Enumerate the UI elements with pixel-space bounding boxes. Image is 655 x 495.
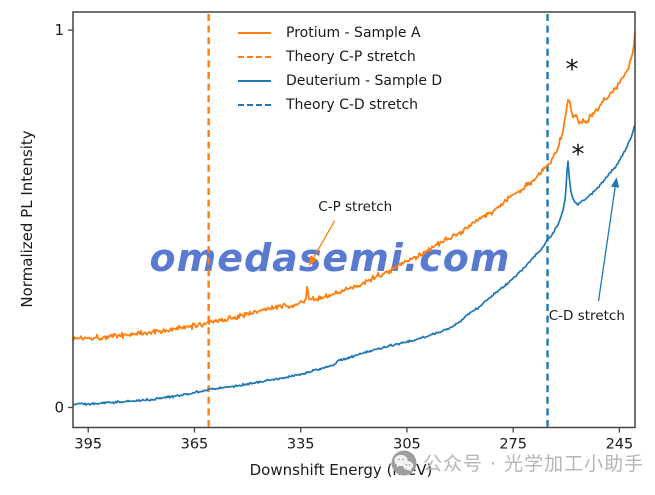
annotation-arrow-line — [313, 220, 336, 258]
legend-item-theory-cd: Theory C-D stretch — [238, 93, 442, 117]
spectrum-curve — [72, 124, 636, 406]
deuterium-line-swatch — [238, 80, 271, 82]
annotation-arrow-head — [308, 255, 318, 266]
theory-cd-line-swatch — [238, 104, 271, 106]
wechat-watermark: 公众号 · 光学加工小助手 — [391, 449, 644, 476]
legend-item-theory-cp: Theory C-P stretch — [238, 45, 442, 69]
legend-label: Theory C-P stretch — [286, 49, 416, 65]
annotation-arrow-line — [597, 187, 616, 302]
plot-frame — [72, 11, 636, 429]
legend: Protium - Sample A Theory C-P stretch De… — [238, 21, 442, 117]
legend-label: Deuterium - Sample D — [286, 73, 443, 89]
legend-item-deuterium: Deuterium - Sample D — [238, 69, 442, 93]
annotation-cd-stretch: C-D stretch — [548, 307, 625, 324]
annotation-arrow-head — [610, 177, 620, 188]
x-tick-label: 305 — [393, 437, 421, 453]
legend-label: Protium - Sample A — [286, 25, 421, 41]
spectrum-curve — [72, 30, 636, 341]
y-tick-label: 0 — [54, 398, 64, 416]
x-tick-label: 395 — [74, 437, 102, 453]
theory-cp-line-swatch — [238, 56, 271, 58]
peak-asterisk-marker: * — [571, 140, 584, 170]
peak-asterisk-marker: * — [565, 55, 578, 85]
legend-label: Theory C-D stretch — [286, 97, 419, 113]
legend-item-protium: Protium - Sample A — [238, 21, 442, 45]
x-tick-label: 275 — [499, 437, 527, 453]
protium-line-swatch — [238, 32, 271, 34]
wechat-watermark-text: 公众号 · 光学加工小助手 — [423, 453, 645, 475]
x-axis-label: Downshift Energy (meV) — [249, 461, 433, 479]
annotation-cp-stretch: C-P stretch — [318, 199, 393, 216]
wechat-logo-icon — [391, 450, 417, 475]
y-axis-label: Normalized PL Intensity — [18, 130, 36, 308]
x-tick-label: 365 — [181, 437, 209, 453]
x-tick-label: 335 — [287, 437, 315, 453]
y-tick-label: 1 — [54, 21, 64, 39]
x-tick-label: 245 — [606, 437, 634, 453]
